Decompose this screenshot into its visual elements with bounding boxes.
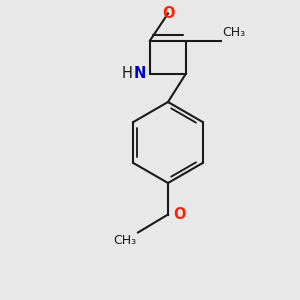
Text: H: H bbox=[122, 66, 133, 81]
Text: N: N bbox=[133, 66, 146, 81]
Text: CH₃: CH₃ bbox=[222, 26, 245, 39]
Text: CH₃: CH₃ bbox=[113, 234, 136, 247]
Text: O: O bbox=[162, 6, 174, 21]
Text: O: O bbox=[173, 207, 186, 222]
